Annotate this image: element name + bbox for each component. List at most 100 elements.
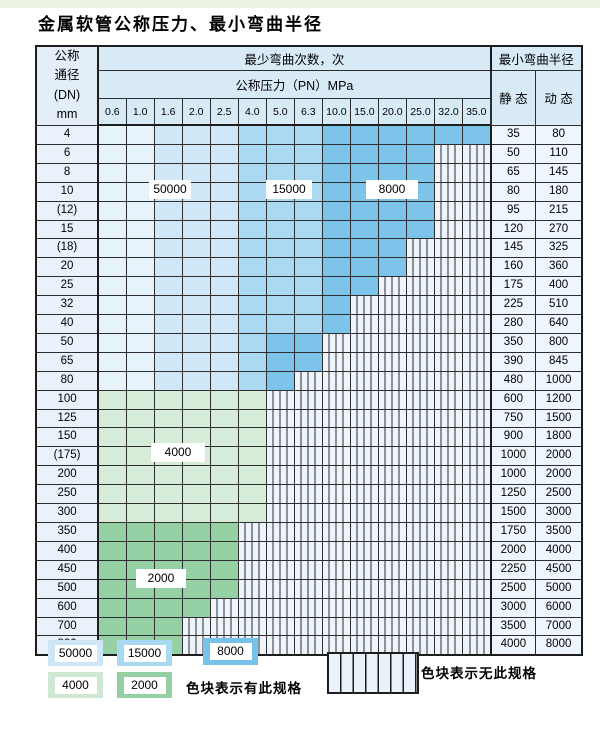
spec-cell	[181, 578, 211, 599]
table-row: 500 2500 5000	[35, 578, 583, 599]
dynamic-value: 2000	[535, 465, 583, 486]
pressure-tick: 2.5	[209, 98, 239, 126]
table-row: 250 1250 2500	[35, 484, 583, 505]
no-spec-cell	[265, 427, 295, 448]
spec-cell	[405, 143, 435, 164]
pressure-tick: 1.6	[153, 98, 183, 126]
static-value: 3000	[489, 597, 537, 618]
top-band	[0, 0, 600, 8]
static-value: 600	[489, 389, 537, 410]
no-spec-cell	[265, 408, 295, 429]
spec-cell	[377, 200, 407, 221]
spec-cell	[461, 124, 492, 145]
static-value: 1000	[489, 446, 537, 467]
no-spec-cell	[321, 332, 351, 353]
no-spec-cell	[293, 446, 323, 467]
no-spec-cell	[265, 578, 295, 599]
no-spec-cell	[405, 540, 435, 561]
dynamic-value: 145	[535, 162, 583, 183]
no-spec-cell	[405, 295, 435, 316]
spec-cell	[125, 446, 155, 467]
spec-cell	[209, 427, 239, 448]
static-value: 225	[489, 295, 537, 316]
spec-cell	[97, 257, 127, 278]
dn-cell: 700	[35, 616, 99, 637]
no-spec-cell	[377, 597, 407, 618]
dynamic-value: 845	[535, 351, 583, 372]
spec-cell	[209, 219, 239, 240]
spec-cell	[125, 540, 155, 561]
swatch-2000: 2000	[117, 672, 172, 698]
spec-cell	[209, 484, 239, 505]
zone-label-2000: 2000	[136, 569, 186, 588]
spec-cell	[349, 276, 379, 297]
table-row: 600 3000 6000	[35, 597, 583, 618]
spec-cell	[97, 162, 127, 183]
no-spec-cell	[349, 578, 379, 599]
spec-cell	[153, 484, 183, 505]
spec-cell	[181, 484, 211, 505]
no-spec-cell	[377, 484, 407, 505]
spec-cell	[265, 143, 295, 164]
dn-header-line: 通径	[54, 68, 80, 83]
dynamic-value: 1000	[535, 370, 583, 391]
spec-cell	[97, 446, 127, 467]
no-spec-cell	[349, 314, 379, 334]
no-spec-cell	[377, 503, 407, 524]
spec-cell	[153, 522, 183, 542]
spec-cell	[265, 124, 295, 145]
dn-cell: 125	[35, 408, 99, 429]
spec-cell	[125, 427, 155, 448]
spec-cell	[265, 257, 295, 278]
no-spec-cell	[293, 559, 323, 580]
spec-cell	[237, 370, 267, 391]
pressure-tick: 6.3	[293, 98, 323, 126]
no-spec-cell	[321, 616, 351, 637]
no-spec-cell	[433, 540, 464, 561]
no-spec-cell	[461, 540, 492, 561]
spec-cell	[405, 162, 435, 183]
no-spec-cell	[321, 465, 351, 486]
spec-cell	[125, 276, 155, 297]
no-spec-cell	[461, 616, 492, 637]
dn-header-line: (DN)	[53, 87, 81, 102]
no-spec-cell	[433, 616, 464, 637]
no-spec-cell	[461, 408, 492, 429]
no-spec-cell	[377, 351, 407, 372]
no-spec-cell	[405, 446, 435, 467]
no-spec-cell	[461, 597, 492, 618]
static-value: 145	[489, 238, 537, 259]
no-spec-cell	[349, 389, 379, 410]
pressure-tick: 2.0	[181, 98, 211, 126]
dn-cell: 200	[35, 465, 99, 486]
spec-cell	[97, 332, 127, 353]
spec-cell	[237, 219, 267, 240]
no-spec-cell	[293, 616, 323, 637]
pressure-tick: 5.0	[265, 98, 295, 126]
table-row: 300 1500 3000	[35, 503, 583, 524]
no-spec-cell	[461, 370, 492, 391]
radius-header: 最小弯曲半径	[489, 45, 583, 71]
dn-header-line: mm	[56, 107, 78, 122]
spec-cell	[293, 219, 323, 240]
no-spec-cell	[461, 351, 492, 372]
spec-cell	[237, 427, 267, 448]
no-spec-cell	[433, 181, 464, 202]
dn-cell: 600	[35, 597, 99, 618]
spec-cell	[153, 370, 183, 391]
static-value: 2250	[489, 559, 537, 580]
no-spec-cell	[405, 559, 435, 580]
spec-cell	[237, 143, 267, 164]
spec-cell	[209, 408, 239, 429]
static-value: 35	[489, 124, 537, 145]
no-spec-cell	[293, 522, 323, 542]
swatch-50000: 50000	[48, 640, 103, 666]
table-row: 6 50 110	[35, 143, 583, 164]
spec-cell	[181, 540, 211, 561]
dynamic-value: 3000	[535, 503, 583, 524]
dynamic-value: 2000	[535, 446, 583, 467]
no-spec-cell	[265, 389, 295, 410]
no-spec-cell	[377, 578, 407, 599]
swatch-15000: 15000	[117, 640, 172, 666]
